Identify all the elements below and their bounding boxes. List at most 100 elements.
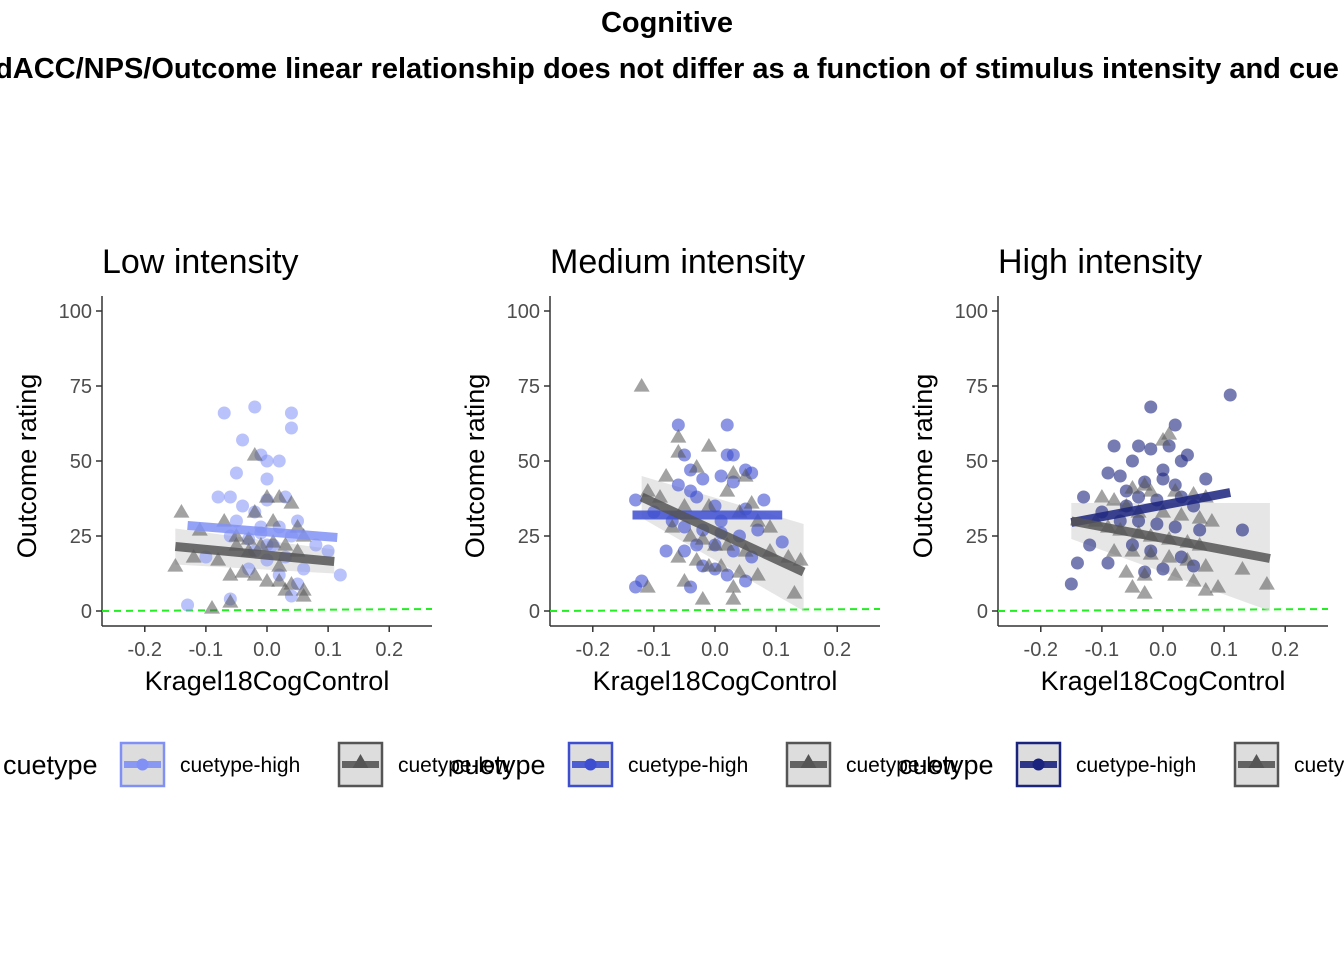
data-point	[1132, 490, 1146, 504]
data-point	[676, 498, 693, 512]
reference-line	[998, 608, 1328, 612]
data-point	[277, 582, 294, 596]
data-point	[1118, 564, 1135, 578]
x-tick-label: 0.0	[1149, 639, 1177, 661]
x-tick-label: -0.2	[128, 639, 162, 661]
data-point	[246, 567, 263, 581]
data-point	[1136, 585, 1153, 599]
data-point	[700, 558, 717, 572]
data-point	[726, 475, 740, 489]
legend-label: cuetype-high	[628, 754, 748, 777]
data-point	[694, 531, 711, 545]
data-point	[1064, 577, 1078, 591]
legend-key-marker	[136, 758, 149, 771]
data-point	[1077, 490, 1091, 504]
y-axis-label: Outcome rating	[12, 374, 42, 559]
y-tick-label: 25	[70, 526, 92, 548]
data-point	[749, 567, 766, 581]
legend-key-marker	[1248, 754, 1265, 768]
fit-line	[1070, 488, 1232, 527]
data-point	[248, 400, 262, 414]
data-point	[762, 519, 778, 533]
data-point	[1210, 579, 1226, 593]
y-axis-label: Outcome rating	[908, 374, 938, 559]
data-point	[1203, 513, 1220, 527]
data-point	[1124, 579, 1141, 593]
data-point	[217, 406, 231, 420]
data-point	[167, 558, 184, 572]
y-tick-label: 25	[518, 526, 540, 548]
y-tick-label: 75	[70, 376, 92, 398]
data-point	[1106, 543, 1123, 557]
legend-key-marker	[1032, 758, 1045, 771]
y-tick-label: 50	[966, 451, 988, 473]
data-point	[295, 588, 312, 602]
data-point	[283, 495, 300, 509]
legend-item-cuetype-low: cuetype-low	[1233, 741, 1344, 788]
data-point	[786, 585, 803, 599]
data-point	[775, 535, 789, 549]
data-point	[1167, 483, 1184, 497]
data-point	[265, 513, 282, 527]
legend-key-marker	[352, 754, 369, 768]
data-point	[1168, 520, 1182, 534]
data-point	[1197, 558, 1214, 572]
data-point	[731, 564, 748, 578]
data-point	[259, 573, 275, 587]
legend-key-marker	[800, 754, 817, 768]
data-point	[271, 489, 288, 503]
chart-panel-2: Medium intensity 0 25 50 75 100 -0.2 -0.1 0.0 0.1…	[451, 243, 959, 788]
data-point	[271, 573, 288, 587]
legend: cuetype cuetype-high cuetype-low	[3, 741, 511, 788]
x-axis-label: Kragel18CogControl	[1041, 666, 1286, 696]
data-point	[1174, 454, 1188, 468]
fit-line	[174, 542, 335, 566]
data-point	[707, 537, 723, 551]
reference-line	[550, 608, 880, 612]
data-point	[713, 558, 730, 572]
legend-item-cuetype-high: cuetype-high	[567, 741, 748, 788]
data-point	[749, 513, 766, 527]
panels: Low intensity 0 25 50 75 100 -0.2 -0.1 0.0 0.1 0.2…	[3, 243, 1344, 788]
data-point	[1144, 442, 1158, 456]
plot-area	[550, 378, 880, 612]
data-point	[1124, 543, 1141, 557]
data-point	[229, 466, 243, 480]
data-point	[284, 406, 298, 420]
data-point	[1199, 472, 1213, 486]
data-point	[1124, 480, 1141, 494]
data-point	[210, 552, 227, 566]
data-point	[1197, 582, 1214, 596]
data-point	[1156, 463, 1170, 477]
data-point	[676, 573, 693, 587]
y-tick-label: 25	[966, 526, 988, 548]
data-point	[1156, 472, 1170, 486]
x-tick-label: 0.0	[701, 639, 729, 661]
data-point	[234, 564, 251, 578]
y-tick-label: 75	[518, 376, 540, 398]
x-tick-label: -0.1	[189, 639, 223, 661]
data-point	[670, 444, 687, 458]
data-point	[1144, 400, 1158, 414]
legend-key-marker	[584, 758, 597, 771]
data-point	[720, 568, 734, 582]
legend-label: cuetype-high	[1076, 754, 1196, 777]
y-tick-label: 0	[529, 601, 540, 623]
x-tick-label: 0.0	[253, 639, 281, 661]
y-tick-label: 100	[59, 301, 92, 323]
data-point	[321, 544, 335, 558]
data-point	[252, 537, 269, 551]
data-point	[1193, 523, 1207, 537]
data-point	[1107, 439, 1121, 453]
data-point	[725, 465, 742, 479]
data-point	[236, 499, 250, 513]
data-point	[658, 468, 675, 482]
legend-label: cuetype-high	[180, 754, 300, 777]
data-point	[688, 552, 705, 566]
data-point	[1155, 432, 1171, 446]
data-point	[792, 552, 809, 566]
chart-panel-1: Low intensity 0 25 50 75 100 -0.2 -0.1 0.0 0.1 0.2…	[3, 243, 511, 788]
data-point	[751, 523, 765, 537]
data-point	[714, 469, 728, 483]
data-point	[725, 591, 742, 605]
